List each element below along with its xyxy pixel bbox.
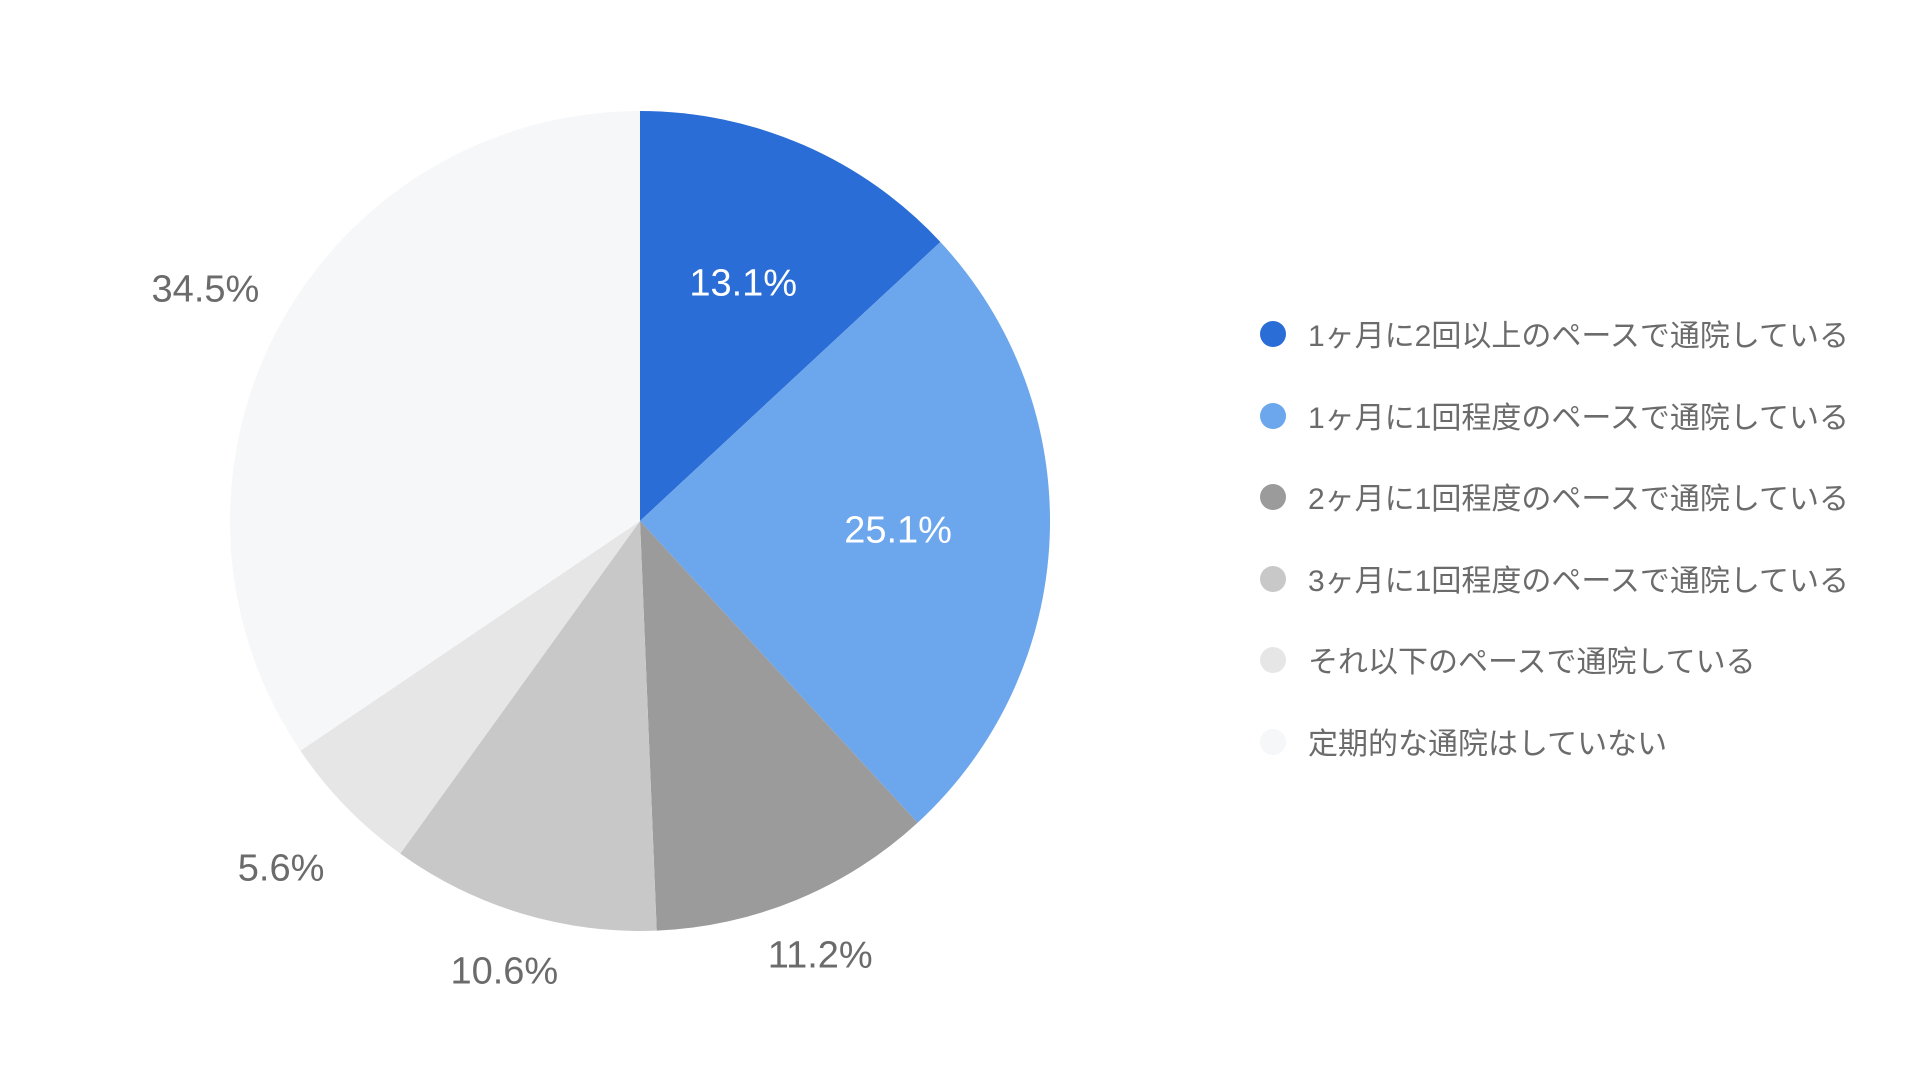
legend-dot-icon — [1260, 403, 1286, 429]
legend-item: 1ヶ月に1回程度のペースで通院している — [1260, 397, 1849, 441]
legend: 1ヶ月に2回以上のペースで通院している 1ヶ月に1回程度のペースで通院している 2ヶ… — [1260, 315, 1849, 766]
slice-percent-label: 25.1% — [844, 509, 952, 552]
slice-percent-label: 5.6% — [238, 847, 325, 890]
legend-label: 2ヶ月に1回程度のペースで通院している — [1308, 478, 1849, 522]
legend-label: 1ヶ月に2回以上のペースで通院している — [1308, 315, 1849, 359]
legend-item: 定期的な通院はしていない — [1260, 723, 1849, 767]
legend-item: 1ヶ月に2回以上のペースで通院している — [1260, 315, 1849, 359]
legend-item: 2ヶ月に1回程度のペースで通院している — [1260, 478, 1849, 522]
legend-item: 3ヶ月に1回程度のペースで通院している — [1260, 560, 1849, 604]
legend-label: 3ヶ月に1回程度のペースで通院している — [1308, 560, 1849, 604]
slice-percent-label: 11.2% — [768, 935, 873, 978]
chart-container: 13.1% 25.1% 11.2% 10.6% 5.6% 34.5% 1ヶ月に2回以上のペ… — [0, 0, 1921, 1081]
legend-label: それ以下のペースで通院している — [1308, 641, 1756, 685]
legend-label: 定期的な通院はしていない — [1308, 723, 1667, 767]
slice-percent-label: 34.5% — [152, 268, 260, 311]
legend-dot-icon — [1260, 647, 1286, 673]
slice-percent-label: 10.6% — [450, 951, 558, 994]
legend-dot-icon — [1260, 484, 1286, 510]
legend-dot-icon — [1260, 566, 1286, 592]
pie-chart: 13.1% 25.1% 11.2% 10.6% 5.6% 34.5% — [140, 51, 1140, 1031]
legend-label: 1ヶ月に1回程度のペースで通院している — [1308, 397, 1849, 441]
legend-dot-icon — [1260, 321, 1286, 347]
slice-percent-label: 13.1% — [689, 262, 797, 305]
legend-dot-icon — [1260, 729, 1286, 755]
legend-item: それ以下のペースで通院している — [1260, 641, 1849, 685]
